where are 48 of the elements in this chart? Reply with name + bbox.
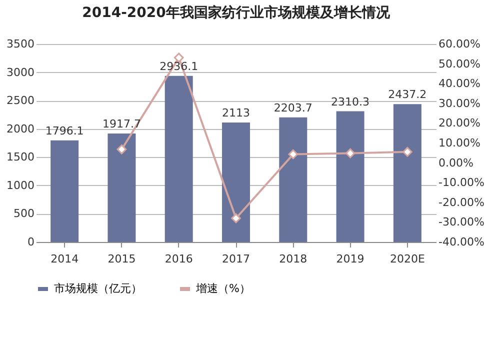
y2-tick-label: 50.00% (438, 57, 480, 70)
x-tick-label: 2020E (390, 252, 425, 266)
data-label: 2437.2 (388, 88, 427, 102)
bar (50, 140, 79, 242)
point (345, 148, 356, 158)
bar (279, 117, 308, 242)
y2-tick-label: 0.00% (438, 156, 474, 170)
y-tick-label: 3500 (6, 38, 34, 50)
point (116, 144, 127, 154)
x-tick-label: 2015 (108, 252, 136, 266)
y2-tick-label: -10.00% (438, 176, 484, 190)
bar (108, 134, 136, 242)
point (231, 213, 241, 224)
data-label: 2310.3 (331, 95, 370, 108)
data-label: 1796.1 (45, 124, 84, 138)
y-tick-label: 2000 (6, 122, 34, 136)
x-tick-label: 2017 (222, 252, 250, 266)
data-label: 2203.7 (274, 101, 312, 114)
y2-tick-label: -40.00% (438, 236, 484, 248)
data-label: 2936.1 (160, 60, 198, 73)
x-tick-label: 2014 (50, 252, 79, 266)
x-tick-label: 2016 (164, 252, 193, 266)
y2-tick-label: -30.00% (438, 216, 484, 229)
x-tick-label: 2019 (336, 252, 364, 266)
bar (164, 76, 193, 242)
y-tick-label: 1000 (6, 178, 34, 192)
bar (336, 111, 364, 242)
y-tick-label: 0 (28, 236, 34, 248)
chart-title: 2014-2020年我国家纺行业市场规模及增长情况 (82, 4, 391, 21)
y2-tick-label: 40.00% (438, 77, 480, 90)
x-tick-label: 2018 (279, 252, 308, 266)
bar (393, 104, 422, 242)
y2-tick-label: 60.00% (438, 38, 480, 50)
point (402, 146, 412, 157)
y-tick-label: 1500 (6, 150, 34, 164)
legend-label: 市场规模（亿元） (54, 282, 142, 295)
y2-tick-label: 10.00% (438, 136, 480, 150)
y2-tick-label: 30.00% (438, 96, 480, 110)
y-tick-label: 500 (14, 207, 34, 220)
point (288, 149, 298, 160)
data-label: 1917.7 (102, 118, 141, 131)
y-tick-label: 3000 (6, 66, 34, 79)
data-label: 2113 (222, 106, 250, 120)
bar (222, 122, 250, 242)
legend-label: 增速（%） (195, 282, 250, 295)
y-tick-label: 2500 (6, 94, 34, 108)
y2-tick-label: 20.00% (438, 116, 480, 130)
y2-tick-label: -20.00% (438, 196, 484, 209)
